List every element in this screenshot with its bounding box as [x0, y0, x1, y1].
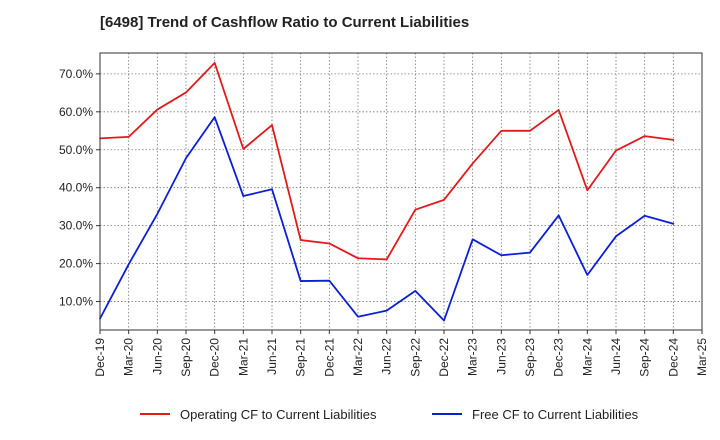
x-tick-label: Dec-21 — [322, 338, 336, 377]
x-tick-label: Dec-24 — [666, 338, 680, 377]
x-tick-label: Mar-24 — [580, 338, 594, 376]
x-tick-label: Jun-22 — [380, 338, 394, 375]
x-tick-label: Mar-25 — [695, 338, 709, 376]
x-tick-label: Sep-21 — [294, 338, 308, 377]
plot-area — [100, 53, 702, 330]
y-tick-label: 50.0% — [59, 143, 93, 157]
x-tick-label: Dec-19 — [93, 338, 107, 377]
x-tick-label: Mar-23 — [466, 338, 480, 376]
x-tick-label: Jun-20 — [150, 338, 164, 375]
x-axis: Dec-19 Mar-20 Jun-20 Sep-20 Dec-20 Mar-21 Jun-… — [93, 330, 709, 377]
x-tick-label: Dec-20 — [208, 338, 222, 377]
x-tick-label: Dec-22 — [437, 338, 451, 377]
grid — [100, 53, 702, 330]
x-tick-label: Sep-20 — [179, 338, 193, 377]
y-tick-label: 10.0% — [59, 295, 93, 309]
y-axis: 10.0% 20.0% 30.0% 40.0% 50.0% 60.0% 70.0% — [59, 67, 100, 309]
x-tick-label: Dec-23 — [552, 338, 566, 377]
legend: Operating CF to Current Liabilities Free … — [140, 407, 639, 422]
x-tick-label: Sep-24 — [638, 338, 652, 377]
y-tick-label: 60.0% — [59, 105, 93, 119]
legend-label-2: Free CF to Current Liabilities — [472, 407, 639, 422]
series-line-2 — [99, 116, 675, 322]
plot-frame — [99, 52, 703, 331]
y-tick-label: 30.0% — [59, 219, 93, 233]
x-tick-label: Mar-20 — [122, 338, 136, 376]
y-tick-label: 20.0% — [59, 257, 93, 271]
x-tick-label: Mar-22 — [351, 338, 365, 376]
x-tick-label: Jun-21 — [265, 338, 279, 375]
y-tick-label: 40.0% — [59, 181, 93, 195]
x-tick-label: Sep-23 — [523, 338, 537, 377]
x-tick-label: Jun-24 — [609, 338, 623, 375]
x-tick-label: Sep-22 — [408, 338, 422, 377]
series-layer — [99, 61, 675, 322]
x-tick-label: Jun-23 — [494, 338, 508, 375]
legend-label-1: Operating CF to Current Liabilities — [180, 407, 377, 422]
x-tick-label: Mar-21 — [236, 338, 250, 376]
chart-title: [6498] Trend of Cashflow Ratio to Curren… — [100, 14, 470, 31]
y-tick-label: 70.0% — [59, 67, 93, 81]
series-line-1 — [99, 61, 675, 261]
